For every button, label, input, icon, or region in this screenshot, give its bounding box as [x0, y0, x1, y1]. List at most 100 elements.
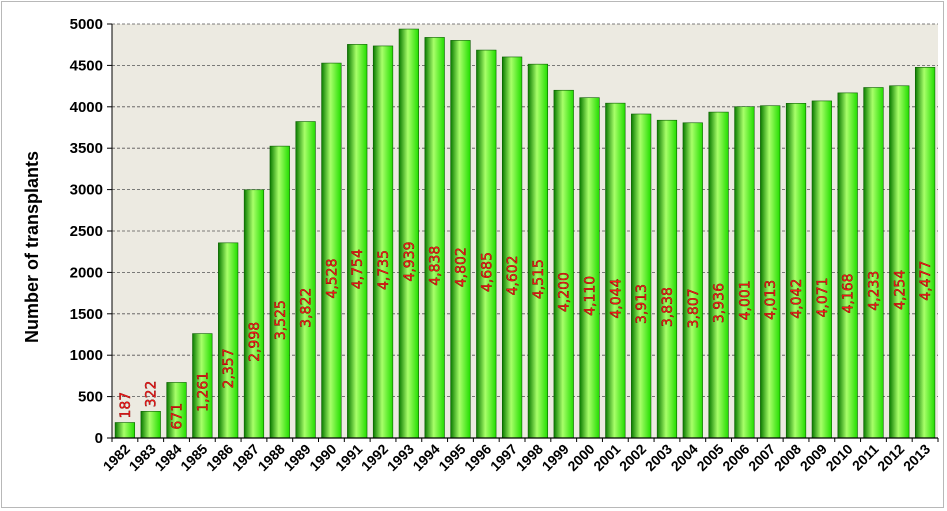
y-tick-label: 3500	[70, 140, 103, 157]
bar	[914, 67, 936, 439]
bar	[631, 113, 652, 439]
y-tick-label: 2500	[70, 223, 103, 240]
x-tick-label: 1988	[255, 441, 288, 474]
data-label: 4,001	[737, 280, 753, 320]
bar	[837, 92, 858, 439]
x-tick-label: 1989	[280, 441, 313, 474]
data-label: 4,254	[892, 270, 908, 310]
y-tick-label: 0	[95, 430, 103, 447]
bar	[527, 63, 549, 439]
y-tick-label: 5000	[70, 16, 103, 33]
data-label: 1,261	[195, 372, 211, 412]
bar	[889, 85, 910, 439]
bar	[605, 102, 626, 439]
x-tick-label: 1990	[306, 441, 339, 474]
y-tick-label: 4500	[70, 57, 103, 74]
bar	[501, 56, 523, 439]
x-tick-label: 2006	[719, 441, 752, 474]
x-tick-label: 2007	[745, 441, 778, 474]
bar	[863, 87, 884, 439]
data-label: 4,200	[557, 272, 573, 312]
y-axis: 0 500 1000 1500 2000 2500 3000 3500 4000 4500 5000	[70, 16, 113, 447]
x-tick-label: 2011	[849, 441, 882, 474]
data-label: 187	[118, 392, 134, 419]
y-tick-label: 3000	[70, 182, 103, 199]
x-tick-label: 1994	[409, 441, 442, 474]
bars	[114, 28, 936, 439]
bar	[243, 189, 265, 439]
x-tick-label: 2003	[642, 441, 675, 474]
bar	[398, 28, 419, 439]
data-label: 2,998	[247, 322, 263, 362]
bar	[450, 40, 471, 439]
x-tick-label: 2013	[900, 441, 933, 474]
bar	[553, 89, 574, 439]
bar	[476, 49, 497, 439]
x-tick-label: 2010	[822, 441, 855, 474]
y-tick-label: 500	[78, 389, 103, 406]
x-tick-label: 2004	[668, 441, 701, 474]
data-label: 2,357	[221, 348, 237, 388]
x-tick-label: 1991	[332, 441, 365, 474]
bar	[811, 100, 832, 439]
x-tick-label: 2005	[693, 441, 726, 474]
x-tick-label: 2009	[797, 441, 830, 474]
data-label: 4,042	[789, 279, 805, 319]
data-label: 4,071	[815, 277, 831, 317]
data-label: 671	[170, 403, 186, 430]
bar	[295, 121, 316, 439]
data-label: 4,233	[866, 271, 882, 311]
x-axis: 1982198319841985198619871988198919901991…	[100, 437, 939, 474]
data-label: 4,685	[479, 252, 495, 292]
data-label: 4,044	[608, 278, 624, 318]
bar	[114, 422, 136, 439]
x-tick-label: 2000	[564, 441, 597, 474]
bar	[140, 411, 161, 439]
data-label: 4,602	[505, 255, 521, 295]
data-label: 3,525	[273, 300, 289, 340]
x-tick-label: 1985	[177, 441, 210, 474]
bar	[579, 97, 600, 439]
data-label: 322	[144, 381, 160, 408]
x-tick-label: 1999	[538, 441, 571, 474]
x-tick-label: 2002	[616, 441, 649, 474]
data-label: 4,013	[763, 280, 779, 320]
bar	[218, 242, 239, 439]
x-tick-label: 1997	[487, 441, 520, 474]
data-label: 4,515	[531, 259, 547, 299]
x-tick-label: 1983	[125, 441, 158, 474]
data-label: 4,939	[402, 241, 418, 281]
bar	[682, 122, 703, 439]
y-tick-label: 2000	[70, 264, 103, 281]
data-label: 3,838	[660, 287, 676, 327]
bar	[424, 37, 445, 439]
bar	[760, 105, 781, 439]
x-tick-label: 1993	[384, 441, 417, 474]
y-tick-label: 1000	[70, 347, 103, 364]
bar	[708, 111, 729, 439]
y-axis-title: Number of transplants	[22, 151, 42, 343]
x-tick-label: 2008	[771, 441, 804, 474]
bar	[785, 103, 807, 439]
x-tick-label: 1995	[435, 441, 468, 474]
y-tick-label: 1500	[70, 306, 103, 323]
bar	[734, 106, 755, 439]
data-labels: 187 322 671 1,261 2,357 2,998 3,525 3,822 4,528 4…	[118, 241, 935, 430]
data-label: 4,477	[918, 261, 934, 301]
bar	[372, 45, 394, 439]
bar	[321, 62, 342, 439]
data-label: 4,802	[453, 247, 469, 287]
x-tick-label: 1984	[151, 441, 184, 474]
bar	[347, 44, 368, 439]
bar	[656, 119, 678, 439]
data-label: 4,838	[428, 246, 444, 286]
x-tick-label: 1996	[461, 441, 494, 474]
x-tick-label: 1982	[100, 441, 133, 474]
data-label: 4,528	[324, 258, 340, 298]
data-label: 3,807	[686, 288, 702, 328]
bar	[269, 145, 290, 439]
x-tick-label: 2001	[590, 441, 623, 474]
data-label: 4,168	[841, 273, 857, 313]
